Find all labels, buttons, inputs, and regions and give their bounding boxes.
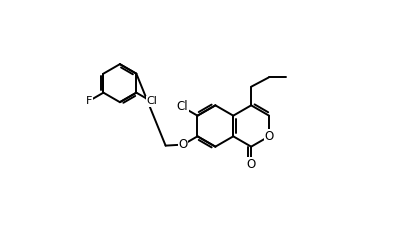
Text: F: F bbox=[86, 96, 92, 106]
Text: O: O bbox=[247, 158, 256, 171]
Text: Cl: Cl bbox=[146, 97, 157, 106]
Text: O: O bbox=[179, 138, 188, 151]
Text: O: O bbox=[265, 130, 274, 143]
Text: Cl: Cl bbox=[177, 100, 188, 113]
